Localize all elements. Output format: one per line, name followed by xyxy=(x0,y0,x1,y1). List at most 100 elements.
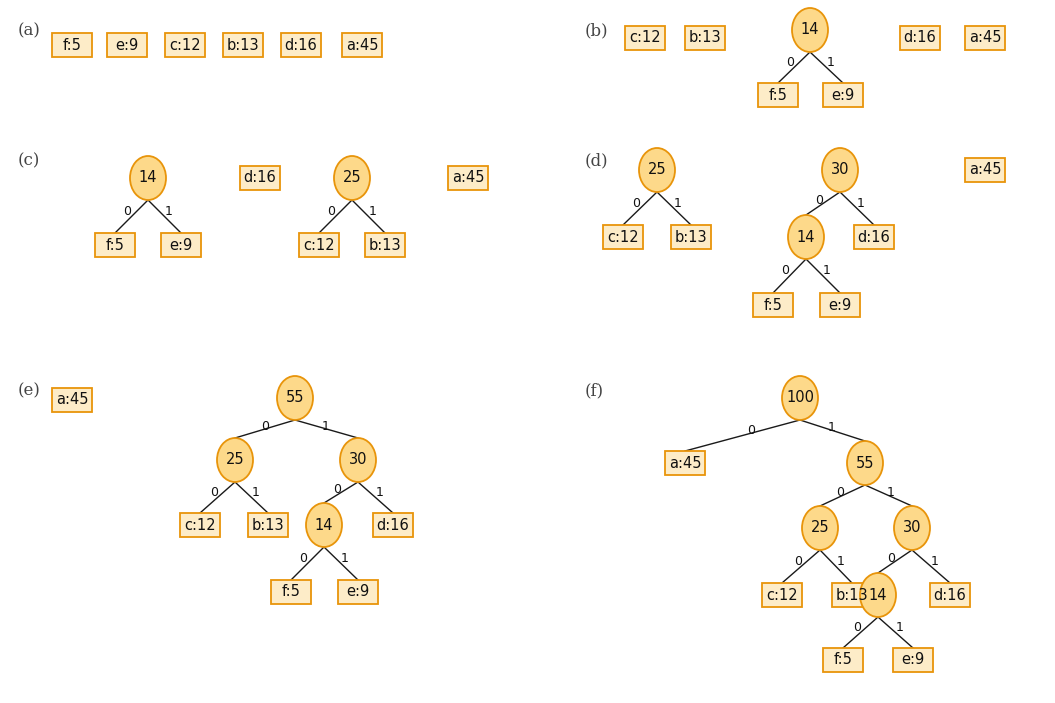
Text: 14: 14 xyxy=(797,229,816,245)
Ellipse shape xyxy=(894,506,931,550)
Ellipse shape xyxy=(217,438,253,482)
FancyBboxPatch shape xyxy=(342,33,382,57)
Text: 0: 0 xyxy=(837,486,844,499)
Text: a:45: a:45 xyxy=(968,162,1001,177)
Text: b:13: b:13 xyxy=(227,37,260,53)
Text: 25: 25 xyxy=(648,162,667,177)
FancyBboxPatch shape xyxy=(625,26,665,50)
FancyBboxPatch shape xyxy=(762,583,802,607)
Text: 55: 55 xyxy=(856,456,875,470)
Text: 14: 14 xyxy=(314,517,333,532)
Text: (c): (c) xyxy=(18,152,40,169)
Ellipse shape xyxy=(792,8,828,52)
FancyBboxPatch shape xyxy=(853,225,894,249)
Text: 1: 1 xyxy=(368,205,377,218)
Text: 1: 1 xyxy=(886,486,895,499)
FancyBboxPatch shape xyxy=(239,166,280,190)
Text: 1: 1 xyxy=(828,421,836,434)
Text: 1: 1 xyxy=(251,486,260,499)
FancyBboxPatch shape xyxy=(365,233,405,257)
FancyBboxPatch shape xyxy=(180,513,220,537)
Text: (f): (f) xyxy=(586,382,605,399)
Text: e:9: e:9 xyxy=(831,87,855,103)
Text: 14: 14 xyxy=(868,588,887,602)
Text: b:13: b:13 xyxy=(368,238,401,252)
Text: a:45: a:45 xyxy=(968,30,1001,46)
FancyBboxPatch shape xyxy=(223,33,263,57)
Text: 14: 14 xyxy=(801,22,820,37)
Text: c:12: c:12 xyxy=(185,517,216,532)
FancyBboxPatch shape xyxy=(753,293,793,317)
Text: 0: 0 xyxy=(786,56,793,70)
Text: c:12: c:12 xyxy=(608,229,639,245)
FancyBboxPatch shape xyxy=(165,33,205,57)
Text: 0: 0 xyxy=(327,205,335,218)
Text: 0: 0 xyxy=(852,621,861,634)
Text: 55: 55 xyxy=(286,390,304,406)
Text: a:45: a:45 xyxy=(346,37,379,53)
FancyBboxPatch shape xyxy=(893,648,933,672)
Text: 0: 0 xyxy=(333,483,341,496)
Text: d:16: d:16 xyxy=(377,517,409,532)
Text: f:5: f:5 xyxy=(106,238,124,252)
FancyBboxPatch shape xyxy=(161,233,202,257)
FancyBboxPatch shape xyxy=(52,388,92,412)
Ellipse shape xyxy=(802,506,838,550)
FancyBboxPatch shape xyxy=(338,580,378,604)
Text: 0: 0 xyxy=(887,552,895,565)
Ellipse shape xyxy=(639,148,675,192)
Ellipse shape xyxy=(340,438,376,482)
FancyBboxPatch shape xyxy=(52,33,92,57)
FancyBboxPatch shape xyxy=(373,513,413,537)
FancyBboxPatch shape xyxy=(299,233,339,257)
Text: 1: 1 xyxy=(341,552,349,565)
Text: c:12: c:12 xyxy=(629,30,660,46)
Text: e:9: e:9 xyxy=(828,297,851,313)
Ellipse shape xyxy=(782,376,818,420)
Text: 0: 0 xyxy=(782,264,789,278)
Text: d:16: d:16 xyxy=(858,229,890,245)
Text: (d): (d) xyxy=(586,152,609,169)
Text: 0: 0 xyxy=(632,197,640,210)
FancyBboxPatch shape xyxy=(823,648,863,672)
FancyBboxPatch shape xyxy=(820,293,860,317)
Text: 1: 1 xyxy=(827,56,835,70)
Text: 1: 1 xyxy=(931,555,938,568)
Text: f:5: f:5 xyxy=(764,297,783,313)
Text: e:9: e:9 xyxy=(901,652,924,668)
Text: c:12: c:12 xyxy=(303,238,334,252)
Text: 0: 0 xyxy=(210,486,217,499)
Text: f:5: f:5 xyxy=(833,652,852,668)
FancyBboxPatch shape xyxy=(448,166,488,190)
FancyBboxPatch shape xyxy=(931,583,970,607)
Text: (a): (a) xyxy=(18,22,41,39)
Text: 1: 1 xyxy=(322,420,330,433)
Text: 30: 30 xyxy=(830,162,849,177)
Text: e:9: e:9 xyxy=(115,37,138,53)
Text: 25: 25 xyxy=(343,171,361,186)
Text: 14: 14 xyxy=(139,171,157,186)
Text: a:45: a:45 xyxy=(452,171,484,186)
FancyBboxPatch shape xyxy=(107,33,147,57)
Text: c:12: c:12 xyxy=(169,37,200,53)
Text: b:13: b:13 xyxy=(836,588,868,602)
FancyBboxPatch shape xyxy=(271,580,311,604)
Text: 0: 0 xyxy=(123,205,132,218)
Ellipse shape xyxy=(822,148,858,192)
Text: d:16: d:16 xyxy=(934,588,966,602)
Ellipse shape xyxy=(130,156,166,200)
Text: 0: 0 xyxy=(747,425,754,437)
Text: f:5: f:5 xyxy=(768,87,787,103)
FancyBboxPatch shape xyxy=(832,583,872,607)
FancyBboxPatch shape xyxy=(823,83,863,107)
Text: 0: 0 xyxy=(261,420,269,433)
Text: 0: 0 xyxy=(300,552,307,565)
FancyBboxPatch shape xyxy=(95,233,135,257)
Text: d:16: d:16 xyxy=(904,30,937,46)
Text: b:13: b:13 xyxy=(252,517,284,532)
Text: d:16: d:16 xyxy=(244,171,276,186)
Text: f:5: f:5 xyxy=(282,584,301,600)
FancyBboxPatch shape xyxy=(900,26,940,50)
Text: e:9: e:9 xyxy=(346,584,369,600)
Text: 1: 1 xyxy=(896,621,903,634)
